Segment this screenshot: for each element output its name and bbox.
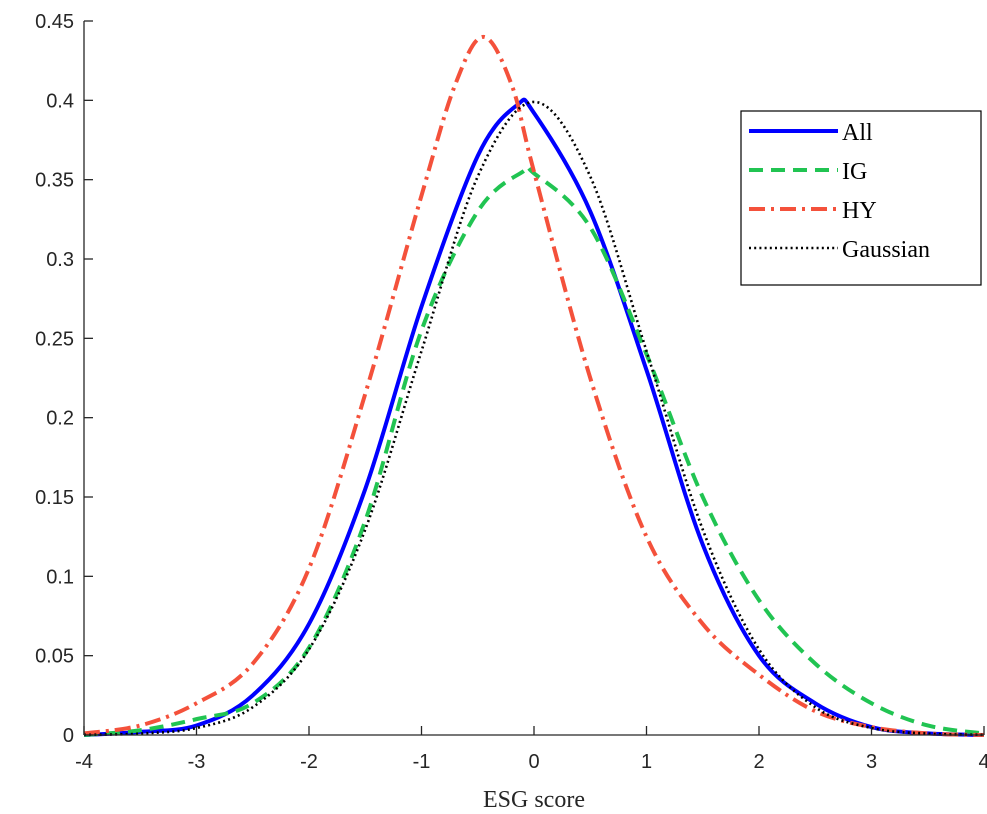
series-line-hy (83, 34, 985, 737)
series-line-gaussian (83, 100, 985, 737)
y-tick-label: 0 (63, 725, 74, 747)
legend-label-ig: IG (842, 159, 867, 185)
axes-layer: -4 -3 -2 -1 0 1 2 3 4 0 0.05 0.1 0.15 0.2 0.25 0.3 0.35 0… (35, 11, 987, 773)
y-tick-label: 0.45 (35, 11, 74, 33)
y-tick-label: 0.3 (46, 249, 74, 271)
x-tick-label: 2 (753, 751, 764, 773)
legend-label-gaussian: Gaussian (842, 237, 930, 263)
series-layer (83, 34, 985, 737)
x-tick-label: -1 (413, 751, 431, 773)
x-tick-label: -4 (75, 751, 93, 773)
y-tick-label: 0.4 (46, 90, 74, 112)
x-tick-label: -3 (188, 751, 206, 773)
x-tick-label: -2 (300, 751, 318, 773)
y-tick-label: 0.05 (35, 646, 74, 668)
x-tick-label: 0 (528, 751, 539, 773)
legend: All IG HY Gaussian (740, 110, 982, 286)
x-tick-label: 4 (978, 751, 987, 773)
y-tick-label: 0.2 (46, 408, 74, 430)
x-tick-label: 3 (866, 751, 877, 773)
legend-label-all: All (842, 120, 873, 146)
x-tick-label: 1 (641, 751, 652, 773)
y-tick-label: 0.35 (35, 170, 74, 192)
y-tick-label: 0.1 (46, 566, 74, 588)
legend-box (740, 110, 982, 286)
y-tick-label: 0.15 (35, 487, 74, 509)
x-axis-title: ESG score (483, 787, 585, 813)
y-tick-label: 0.25 (35, 328, 74, 350)
legend-label-hy: HY (842, 198, 877, 224)
